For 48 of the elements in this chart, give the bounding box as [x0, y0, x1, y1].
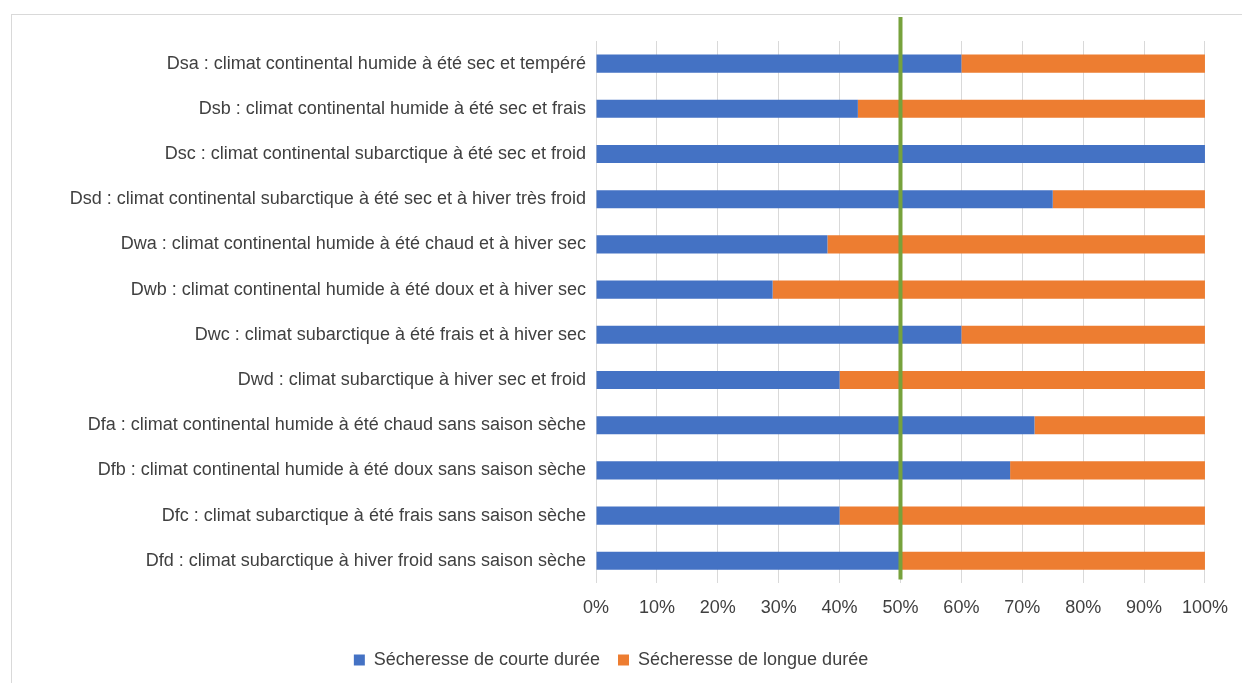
bar	[1010, 461, 1205, 480]
legend-label: Sécheresse de courte durée	[373, 648, 600, 669]
bar	[900, 551, 1205, 570]
x-tick-label: 20%	[699, 597, 736, 618]
bar	[596, 190, 1053, 209]
bar	[1034, 416, 1205, 435]
bar	[596, 370, 840, 390]
bar	[857, 99, 1205, 118]
y-tick-label: Dsc : climat continental subarctique à été sec et froid	[164, 142, 586, 163]
bar	[596, 99, 858, 118]
bar	[596, 235, 828, 254]
bar	[596, 551, 901, 570]
bar	[596, 325, 962, 344]
bar	[839, 506, 1205, 525]
y-tick-label: Dfa : climat continental humide à été chaud sans saison sèche	[87, 414, 586, 435]
y-tick-label: Dwa : climat continental humide à été chaud et à hiver sec	[120, 233, 586, 254]
x-tick-label: 40%	[821, 597, 858, 618]
bar	[961, 54, 1205, 73]
bar	[839, 370, 1205, 390]
y-tick-label: Dsa : climat continental humide à été sec et tempéré	[166, 52, 586, 73]
x-tick-label: 0%	[582, 597, 610, 618]
y-tick-label: Dsb : climat continental humide à été sec et frais	[198, 97, 586, 118]
y-tick-label: Dfc : climat subarctique à été frais sans saison sèche	[161, 504, 586, 525]
x-tick-label: 80%	[1065, 597, 1102, 618]
y-tick-label: Dwc : climat subarctique à été frais et à hiver sec	[194, 323, 586, 344]
bar	[596, 144, 1205, 164]
y-tick-label: Dsd : climat continental subarctique à été sec et à hiver très froid	[69, 188, 586, 209]
y-tick-label: Dfb : climat continental humide à été doux sans saison sèche	[97, 459, 586, 480]
x-tick-label: 50%	[882, 597, 919, 618]
bar	[596, 280, 773, 299]
bar	[1052, 190, 1205, 209]
bar	[596, 54, 962, 73]
bar	[596, 461, 1011, 480]
x-tick-label: 100%	[1181, 597, 1228, 618]
y-tick-label: Dwd : climat subarctique à hiver sec et froid	[237, 368, 586, 389]
bar	[827, 235, 1205, 254]
y-tick-label: Dwb : climat continental humide à été doux et à hiver sec	[130, 278, 586, 299]
bar	[961, 325, 1205, 344]
x-tick-label: 70%	[1004, 597, 1041, 618]
y-tick-label: Dfd : climat subarctique à hiver froid sans saison sèche	[145, 549, 586, 570]
legend-label: Sécheresse de longue durée	[637, 648, 869, 669]
bar	[772, 280, 1205, 299]
x-tick-label: 30%	[760, 597, 797, 618]
x-tick-label: 90%	[1126, 597, 1163, 618]
bar	[596, 416, 1035, 435]
x-tick-label: 10%	[638, 597, 675, 618]
x-tick-label: 60%	[943, 597, 980, 618]
bar	[596, 506, 840, 525]
